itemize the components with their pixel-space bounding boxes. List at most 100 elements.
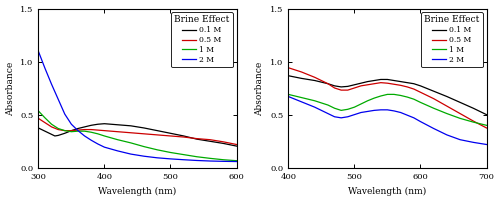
0.5 M	[338, 89, 344, 91]
0.1 M	[352, 84, 358, 86]
2 M	[75, 129, 81, 132]
0.1 M	[332, 84, 338, 87]
0.5 M	[220, 141, 226, 143]
0.5 M	[371, 83, 377, 85]
0.1 M	[68, 129, 74, 132]
0.1 M	[298, 77, 304, 80]
X-axis label: Wavelength (nm): Wavelength (nm)	[98, 187, 176, 196]
0.5 M	[42, 121, 48, 124]
0.5 M	[470, 120, 476, 122]
0.5 M	[102, 129, 107, 132]
2 M	[68, 123, 74, 125]
1 M	[286, 93, 292, 96]
1 M	[430, 107, 436, 110]
0.5 M	[430, 97, 436, 100]
0.1 M	[391, 79, 397, 82]
2 M	[62, 113, 68, 115]
0.1 M	[128, 125, 134, 127]
0.5 M	[312, 76, 318, 79]
0.1 M	[95, 123, 101, 125]
Line: 2 M: 2 M	[38, 51, 236, 162]
2 M	[194, 159, 200, 162]
1 M	[352, 106, 358, 108]
2 M	[95, 143, 101, 145]
0.1 M	[207, 140, 213, 143]
2 M	[364, 110, 370, 113]
1 M	[345, 108, 351, 111]
0.5 M	[404, 86, 410, 88]
1 M	[358, 103, 364, 105]
1 M	[444, 112, 450, 115]
0.5 M	[418, 91, 424, 94]
0.1 M	[102, 122, 107, 125]
0.5 M	[286, 67, 292, 69]
0.1 M	[444, 95, 450, 98]
2 M	[88, 139, 94, 141]
0.5 M	[82, 128, 87, 131]
0.5 M	[36, 117, 42, 120]
0.5 M	[298, 71, 304, 73]
0.1 M	[470, 107, 476, 110]
1 M	[180, 153, 186, 156]
0.5 M	[207, 138, 213, 141]
0.1 M	[286, 75, 292, 77]
2 M	[180, 159, 186, 161]
1 M	[194, 156, 200, 158]
Line: 2 M: 2 M	[288, 97, 486, 145]
0.5 M	[194, 137, 200, 140]
2 M	[430, 127, 436, 130]
0.1 M	[48, 133, 54, 136]
1 M	[398, 94, 404, 97]
0.1 M	[404, 81, 410, 84]
2 M	[286, 95, 292, 98]
2 M	[55, 98, 61, 100]
2 M	[332, 116, 338, 118]
0.1 M	[141, 127, 147, 129]
1 M	[298, 96, 304, 99]
1 M	[325, 104, 331, 106]
2 M	[404, 114, 410, 116]
1 M	[75, 130, 81, 132]
Legend: 0.1 M, 0.5 M, 1 M, 2 M: 0.1 M, 0.5 M, 1 M, 2 M	[171, 12, 232, 67]
1 M	[128, 142, 134, 144]
2 M	[325, 112, 331, 115]
2 M	[168, 158, 173, 160]
Line: 0.1 M: 0.1 M	[288, 76, 486, 115]
0.5 M	[48, 125, 54, 128]
2 M	[470, 141, 476, 144]
0.5 M	[332, 87, 338, 89]
0.5 M	[141, 133, 147, 135]
2 M	[298, 101, 304, 103]
1 M	[220, 159, 226, 161]
0.1 M	[36, 127, 42, 129]
Y-axis label: Absorbance: Absorbance	[256, 61, 264, 116]
Line: 0.5 M: 0.5 M	[38, 118, 236, 145]
2 M	[42, 67, 48, 70]
0.5 M	[411, 88, 417, 90]
0.5 M	[62, 129, 68, 132]
2 M	[352, 113, 358, 116]
1 M	[42, 117, 48, 119]
1 M	[114, 138, 120, 141]
0.5 M	[88, 128, 94, 131]
X-axis label: Wavelength (nm): Wavelength (nm)	[348, 187, 426, 196]
0.5 M	[457, 112, 463, 115]
0.1 M	[345, 85, 351, 88]
0.5 M	[325, 83, 331, 85]
2 M	[457, 138, 463, 141]
Y-axis label: Absorbance: Absorbance	[6, 61, 15, 116]
1 M	[55, 127, 61, 130]
1 M	[234, 159, 239, 162]
0.1 M	[52, 135, 58, 137]
0.1 M	[312, 79, 318, 82]
0.1 M	[325, 83, 331, 85]
1 M	[391, 93, 397, 96]
0.5 M	[398, 84, 404, 87]
0.5 M	[378, 81, 384, 84]
0.1 M	[220, 142, 226, 145]
0.1 M	[364, 80, 370, 83]
0.5 M	[154, 134, 160, 136]
1 M	[338, 109, 344, 112]
2 M	[398, 111, 404, 114]
2 M	[418, 120, 424, 123]
